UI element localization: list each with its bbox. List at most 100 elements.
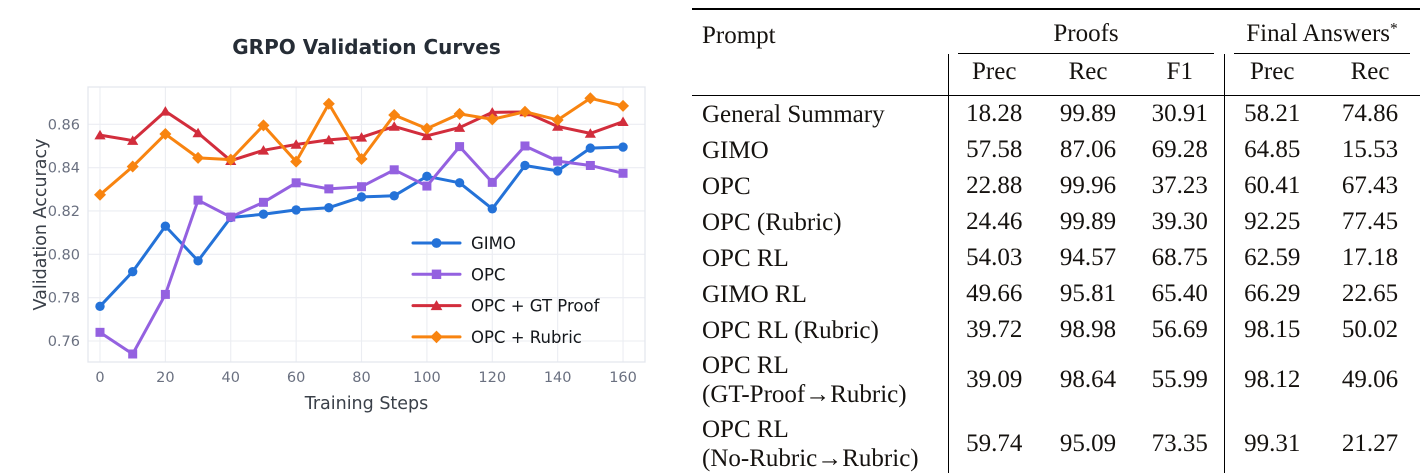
x-tick-label: 80 — [352, 370, 370, 386]
grpo-validation-curves-chart: 0 20 40 60 80 100 120 140 160 0.76 0.78 0.80 0.82 0.8… — [0, 0, 690, 473]
col-subheader-proofs-rec: Rec — [1040, 54, 1136, 97]
table-row: OPC (Rubric) 24.46 99.89 39.30 92.25 77.45 — [692, 204, 1420, 241]
y-tick-label: 0.82 — [48, 204, 80, 220]
value-cell: 98.64 — [1059, 366, 1117, 394]
value-cell: 59.74 — [947, 412, 1040, 473]
value-cell: 74.86 — [1341, 100, 1399, 128]
value-cell: 39.72 — [947, 312, 1040, 349]
value-cell: 98.12 — [1223, 348, 1320, 413]
col-subheader-proofs-prec: Prec — [947, 54, 1040, 97]
value-cell: 22.88 — [947, 168, 1040, 205]
row-label-line: OPC RL — [702, 415, 789, 443]
row-label-cell: GIMO — [692, 132, 948, 168]
legend-label: OPC — [471, 265, 505, 284]
col-subheader-proofs-f1: F1 — [1136, 54, 1224, 97]
value-cell: 92.25 — [1223, 204, 1320, 241]
row-label-cell: General Summary — [692, 96, 948, 133]
x-tick-label: 140 — [544, 370, 572, 386]
chart-title: GRPO Validation Curves — [232, 35, 501, 59]
row-label-line: OPC RL (Rubric) — [702, 316, 879, 344]
value-cell: 65.40 — [1151, 280, 1208, 308]
value-cell: 39.09 — [947, 348, 1040, 413]
value-cell: 73.35 — [1151, 430, 1208, 458]
value-cell: 64.85 — [1223, 132, 1320, 169]
value-cell: 15.53 — [1341, 136, 1399, 164]
x-tick-label: 100 — [413, 370, 441, 386]
legend: GIMO OPC OPC + GT Proof OPC + Rubric — [411, 234, 601, 347]
value-cell: 49.66 — [947, 276, 1040, 313]
value-cell: 99.89 — [1059, 208, 1117, 236]
row-label-line: (GT-Proof→Rubric) — [702, 381, 907, 409]
value-cell: 22.65 — [1341, 280, 1399, 308]
series-opc-gt-proof — [94, 106, 629, 166]
value-cell: 54.03 — [947, 240, 1040, 277]
value-cell: 24.46 — [947, 204, 1040, 241]
value-cell: 68.75 — [1151, 244, 1208, 272]
x-axis-label: Training Steps — [304, 394, 429, 414]
row-label-cell: OPC — [692, 168, 948, 204]
legend-label: GIMO — [471, 234, 516, 253]
table-row: OPC RL (No-Rubric→Rubric) 59.74 95.09 73.35 9… — [692, 412, 1420, 473]
row-label-line: OPC RL — [702, 244, 789, 272]
col-group-final-answers: Final Answers* — [1224, 9, 1420, 54]
table-row: GIMO RL 49.66 95.81 65.40 66.29 22.65 — [692, 276, 1420, 313]
final-answers-footnote-star: * — [1390, 20, 1398, 38]
plot-border — [87, 86, 646, 363]
col-group-proofs: Proofs — [948, 9, 1224, 54]
row-label-cell: OPC (Rubric) — [692, 204, 948, 240]
value-cell: 50.02 — [1341, 316, 1399, 344]
value-cell: 95.81 — [1059, 280, 1117, 308]
row-label-cell: OPC RL (Rubric) — [692, 312, 948, 348]
value-cell: 95.09 — [1059, 430, 1117, 458]
series-opc — [95, 141, 628, 359]
value-cell: 99.89 — [1059, 100, 1117, 128]
row-label-cell: OPC RL (GT-Proof→Rubric) — [692, 348, 948, 412]
x-tick-label: 40 — [222, 370, 240, 386]
value-cell: 55.99 — [1151, 366, 1208, 394]
value-cell: 77.45 — [1341, 208, 1399, 236]
table-row: OPC RL 54.03 94.57 68.75 62.59 17.18 — [692, 240, 1420, 277]
row-label-line: (No-Rubric→Rubric) — [702, 445, 919, 473]
x-tick-label: 160 — [609, 370, 637, 386]
value-cell: 60.41 — [1223, 168, 1320, 205]
x-tick-label: 60 — [287, 370, 305, 386]
value-cell: 98.98 — [1059, 316, 1117, 344]
x-tick-label: 0 — [95, 370, 104, 386]
value-cell: 18.28 — [947, 95, 1040, 133]
row-label-line: General Summary — [702, 100, 885, 128]
value-cell: 62.59 — [1223, 240, 1320, 277]
value-cell: 99.31 — [1223, 412, 1320, 473]
table-subheader-row: Prec Rec F1 Prec Rec — [692, 54, 1420, 97]
col-header-prompt: Prompt — [692, 9, 948, 97]
value-cell: 39.30 — [1151, 208, 1208, 236]
value-cell: 66.29 — [1223, 276, 1320, 313]
row-label-line: GIMO RL — [702, 280, 807, 308]
value-cell: 21.27 — [1341, 430, 1399, 458]
row-label-line: OPC RL — [702, 351, 789, 379]
col-subheader-final-answers-prec: Prec — [1223, 54, 1320, 97]
value-cell: 57.58 — [947, 132, 1040, 169]
row-label-line: GIMO — [702, 136, 769, 164]
y-tick-label: 0.76 — [48, 334, 80, 350]
value-cell: 99.96 — [1059, 172, 1117, 200]
value-cell: 17.18 — [1341, 244, 1399, 272]
table-row: General Summary 18.28 99.89 30.91 58.21 74.86 — [692, 95, 1420, 133]
table-row: OPC 22.88 99.96 37.23 60.41 67.43 — [692, 168, 1420, 205]
x-tick-label: 20 — [156, 370, 174, 386]
y-axis-label: Validation Accuracy — [31, 139, 51, 311]
row-label-line: OPC (Rubric) — [702, 208, 842, 236]
y-tick-label: 0.80 — [48, 247, 80, 263]
line-chart-canvas: 0 20 40 60 80 100 120 140 160 0.76 0.78 0.80 0.82 0.8… — [31, 35, 646, 414]
row-label-line: OPC — [702, 172, 751, 200]
row-label-cell: OPC RL (No-Rubric→Rubric) — [692, 412, 948, 473]
y-tick-label: 0.84 — [48, 161, 80, 177]
row-label-cell: OPC RL — [692, 240, 948, 276]
value-cell: 49.06 — [1341, 366, 1399, 394]
y-tick-label: 0.78 — [48, 291, 80, 307]
legend-label: OPC + GT Proof — [471, 297, 601, 316]
table-row: GIMO 57.58 87.06 69.28 64.85 15.53 — [692, 132, 1420, 169]
value-cell: 37.23 — [1151, 172, 1208, 200]
legend-label: OPC + Rubric — [471, 328, 582, 347]
value-cell: 67.43 — [1341, 172, 1399, 200]
